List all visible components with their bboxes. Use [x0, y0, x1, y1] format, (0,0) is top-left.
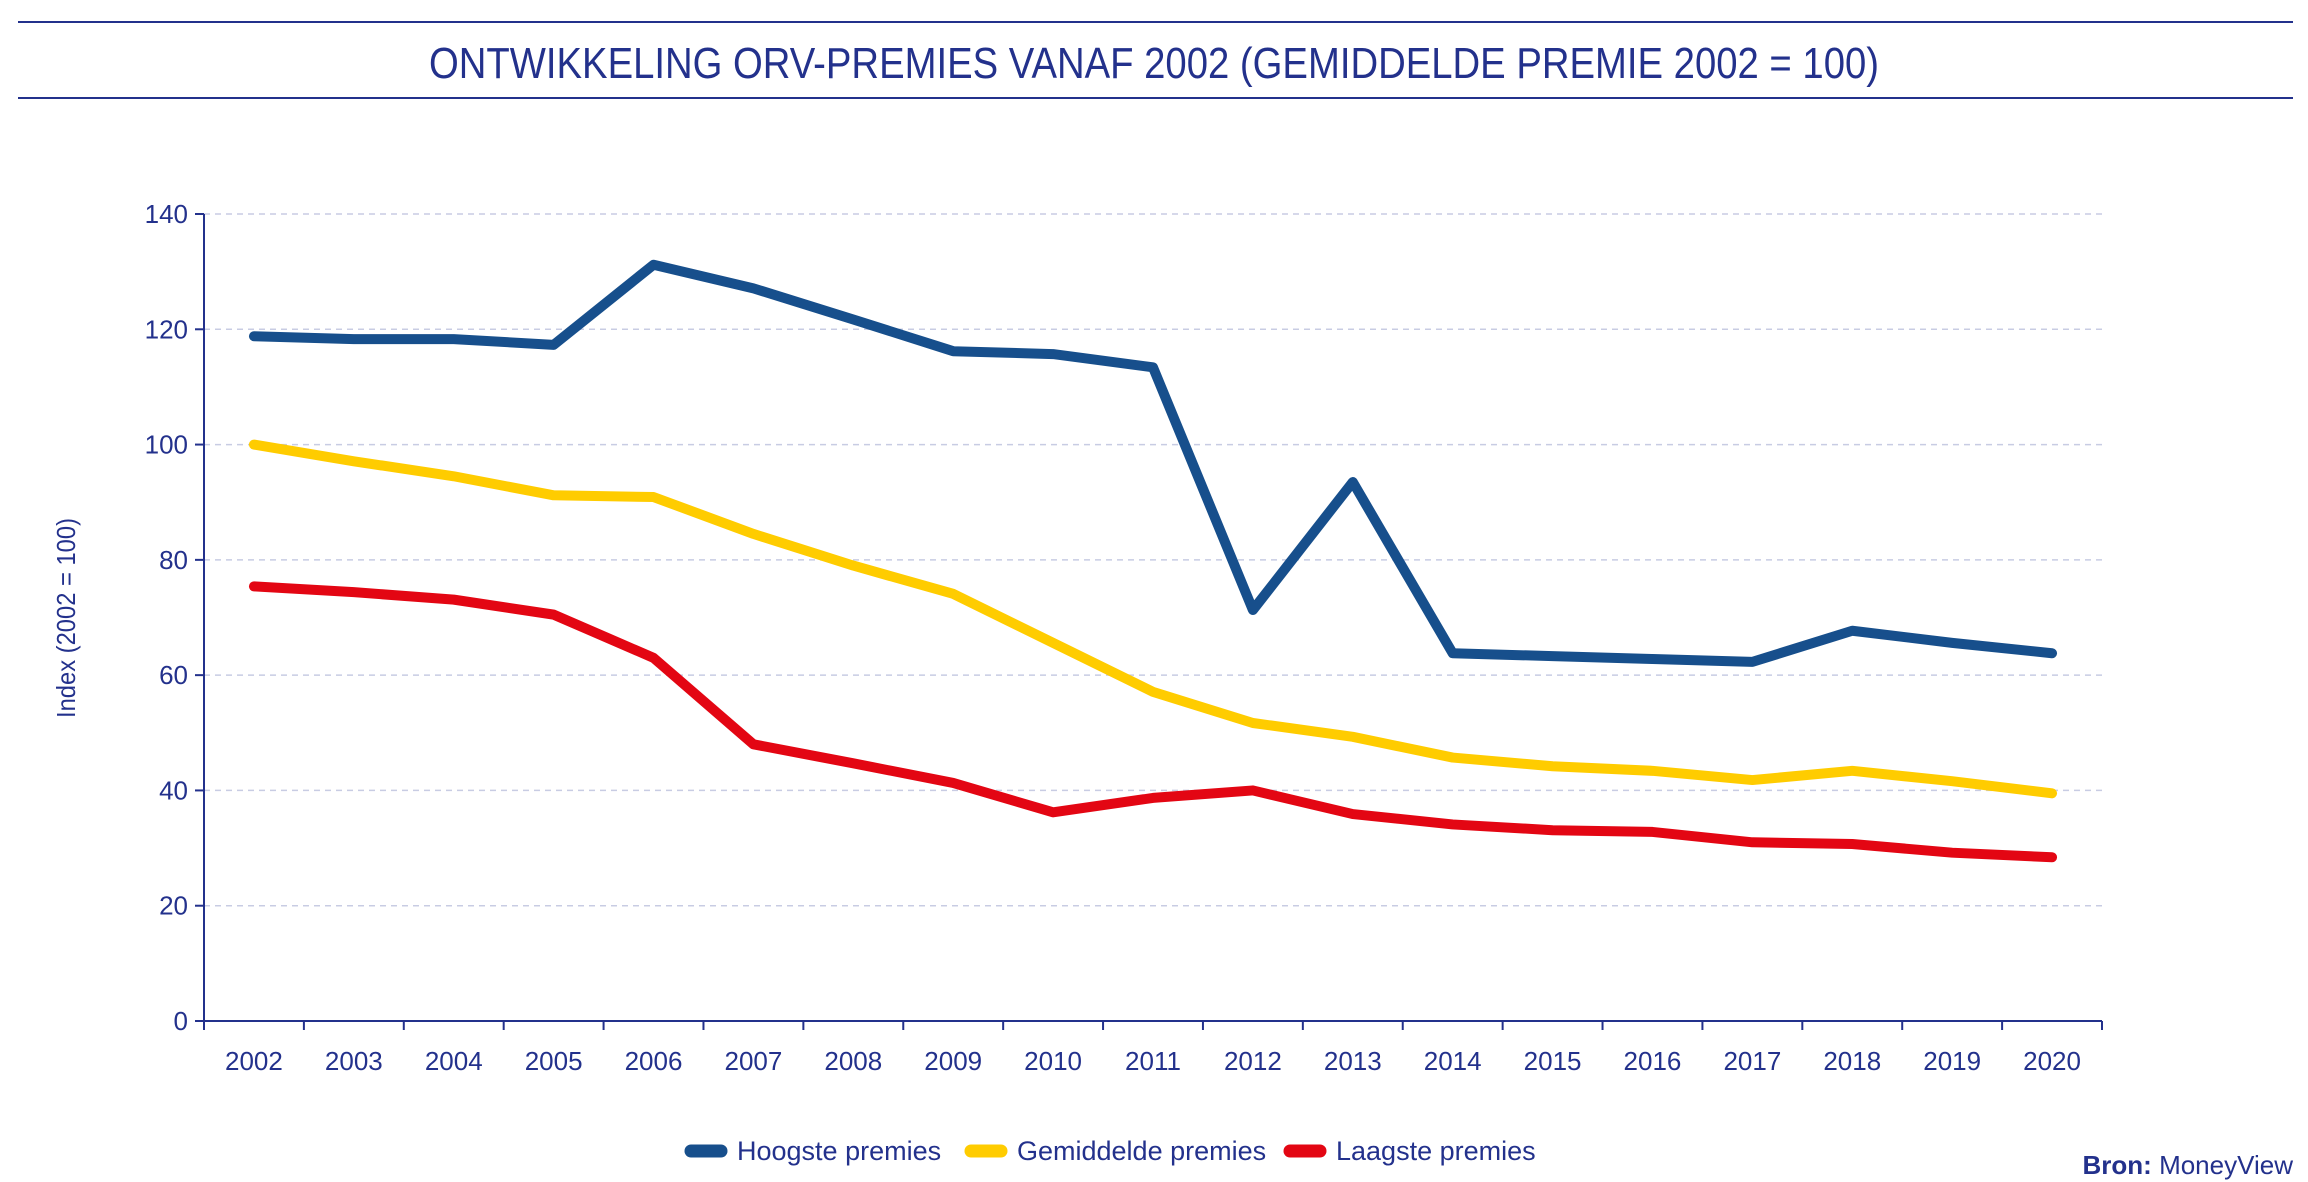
x-tick-label: 2020	[2023, 1046, 2081, 1076]
x-tick-label: 2013	[1324, 1046, 1382, 1076]
series-line-1	[248, 439, 2058, 799]
y-tick-label: 80	[159, 545, 188, 575]
y-tick-label: 60	[159, 660, 188, 690]
x-tick-label: 2007	[724, 1046, 782, 1076]
chart-title: ONTWIKKELING ORV-PREMIES VANAF 2002 (GEM…	[429, 39, 1879, 88]
legend-label: Laagste premies	[1336, 1136, 1536, 1166]
x-tick-label: 2011	[1125, 1046, 1181, 1076]
y-axis-title: Index (2002 = 100)	[51, 518, 81, 718]
y-tick-label: 100	[145, 430, 188, 460]
source-value: MoneyView	[2159, 1150, 2293, 1180]
legend-item-2: Laagste premies	[1283, 1136, 1536, 1166]
x-tick-label: 2014	[1424, 1046, 1482, 1076]
y-tick-label: 140	[145, 199, 188, 229]
x-tick-label: 2018	[1823, 1046, 1881, 1076]
legend-label: Hoogste premies	[737, 1136, 941, 1166]
x-tick-label: 2019	[1923, 1046, 1981, 1076]
series-line-0	[248, 259, 2058, 667]
x-tick-label: 2002	[225, 1046, 283, 1076]
x-tick-label: 2006	[625, 1046, 683, 1076]
x-tick-label: 2008	[824, 1046, 882, 1076]
y-tick-label: 0	[174, 1006, 188, 1036]
x-tick-label: 2016	[1624, 1046, 1682, 1076]
y-tick-label: 40	[159, 775, 188, 805]
y-tick-label: 20	[159, 891, 188, 921]
x-tick-label: 2010	[1024, 1046, 1082, 1076]
x-tick-label: 2015	[1524, 1046, 1582, 1076]
x-tick-label: 2005	[525, 1046, 583, 1076]
x-tick-label: 2009	[924, 1046, 982, 1076]
x-tick-label: 2012	[1224, 1046, 1282, 1076]
y-tick-label: 120	[145, 314, 188, 344]
source-label: Bron:	[2083, 1150, 2152, 1180]
legend-item-1: Gemiddelde premies	[964, 1136, 1266, 1166]
source-note: Bron: MoneyView	[2083, 1150, 2294, 1180]
x-tick-label: 2017	[1723, 1046, 1781, 1076]
series-line-2	[248, 581, 2058, 863]
legend-label: Gemiddelde premies	[1017, 1136, 1266, 1166]
x-tick-label: 2003	[325, 1046, 383, 1076]
legend-item-0: Hoogste premies	[684, 1136, 941, 1166]
x-tick-label: 2004	[425, 1046, 483, 1076]
